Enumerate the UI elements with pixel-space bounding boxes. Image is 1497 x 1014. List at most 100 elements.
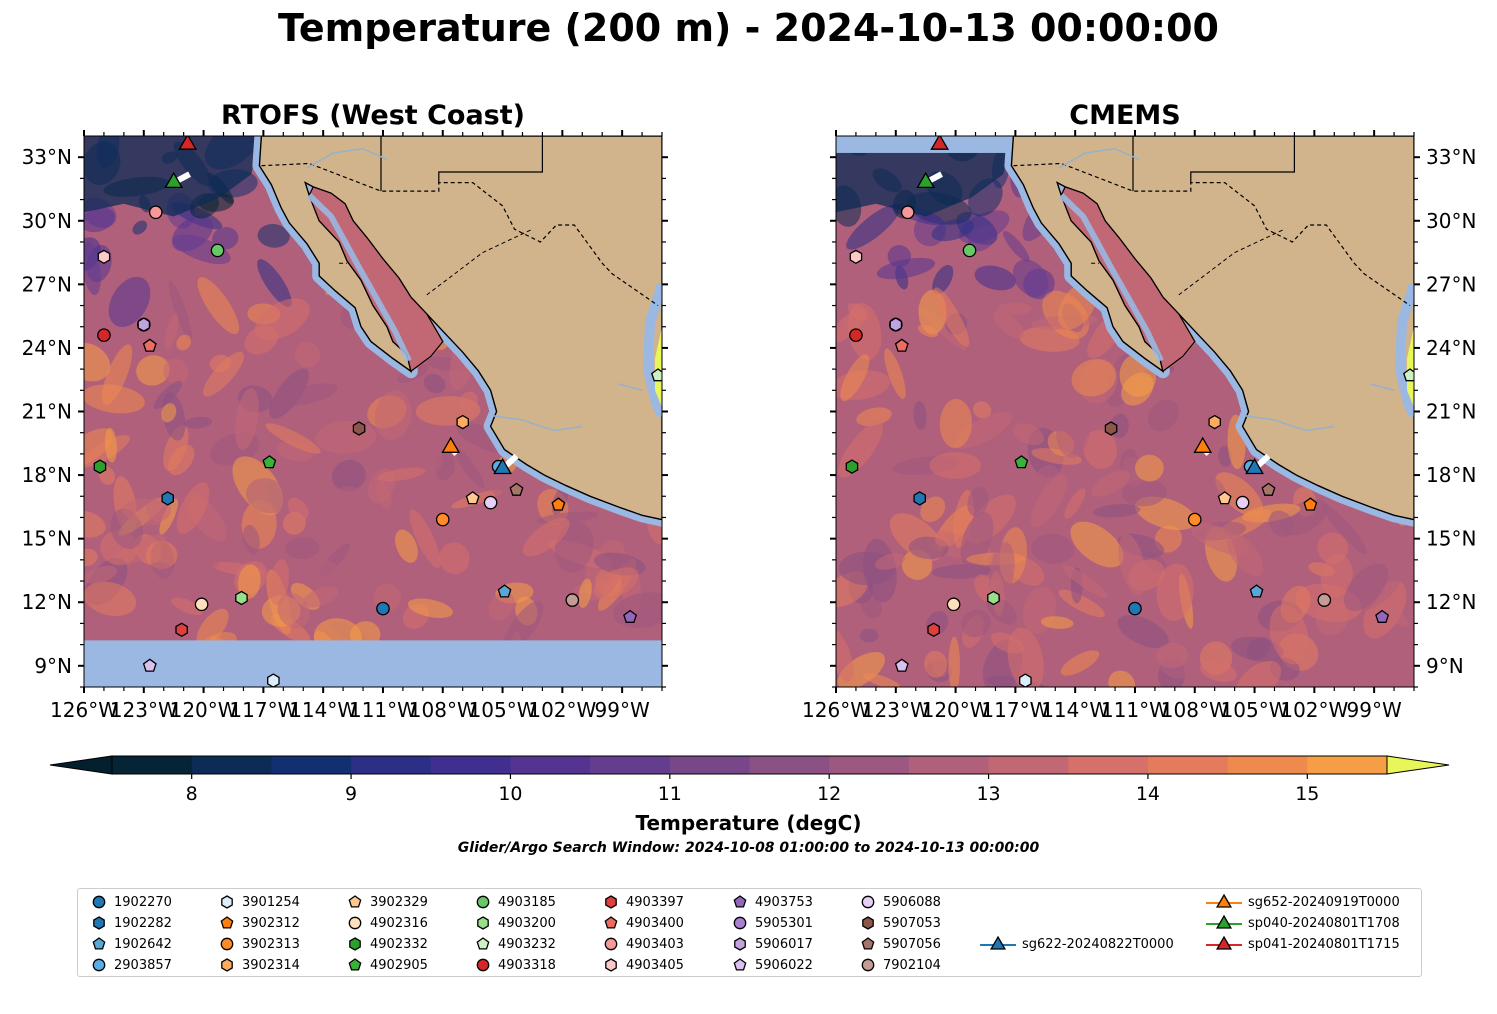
float-marker <box>900 205 915 220</box>
float-marker <box>849 328 863 343</box>
colorbar-tick-label: 10 <box>498 783 523 805</box>
pentagon-marker-icon <box>476 937 490 950</box>
float-marker <box>161 491 174 506</box>
float-marker <box>651 368 662 382</box>
map-rtofs: 126°W123°W120°W117°W114°W111°W108°W105°W… <box>22 130 668 722</box>
float-marker <box>623 609 638 623</box>
colorbar-segment <box>112 756 193 774</box>
float-marker <box>913 491 926 506</box>
glider-marker <box>493 457 512 475</box>
hexagon-marker-icon <box>221 895 233 909</box>
float-marker <box>175 622 188 638</box>
legend-label: 4902332 <box>370 936 428 952</box>
legend-label: 3901254 <box>242 894 300 910</box>
legend-label: 3902312 <box>242 915 300 931</box>
legend-label: 4903400 <box>626 915 684 931</box>
legend-marker <box>477 916 489 930</box>
float-marker <box>1217 491 1232 505</box>
circle-marker-icon <box>733 916 747 930</box>
float-marker <box>1375 609 1390 623</box>
colorbar-under-extend <box>49 755 113 775</box>
legend-item-glider: sp040-20240801T1708 <box>1206 913 1400 933</box>
hexagon-marker-icon <box>93 916 105 930</box>
colorbar-segment <box>908 756 990 774</box>
float-marker <box>194 597 209 612</box>
legend-label: 7902104 <box>883 957 941 973</box>
triangle-marker-icon <box>1206 893 1242 908</box>
pentagon-marker-icon <box>604 916 618 929</box>
lat-tick-label: 24°N <box>22 336 72 360</box>
lon-tick-label: 108°W <box>409 698 477 722</box>
float-marker <box>1019 673 1032 687</box>
colorbar-label: Temperature (degC) <box>635 811 862 835</box>
legend-marker <box>476 895 490 909</box>
float-marker <box>97 249 111 265</box>
lat-tick-label: 15°N <box>1426 527 1476 551</box>
pentagon-marker-icon <box>861 937 875 950</box>
legend-item: 4903403 <box>602 934 684 954</box>
legend-marker <box>92 895 106 909</box>
float-marker <box>497 584 512 598</box>
legend-item: 4903397 <box>602 892 684 912</box>
float-marker <box>456 414 469 430</box>
legend-marker <box>861 895 875 909</box>
legend-item: 4903200 <box>474 913 556 933</box>
float-marker <box>1104 421 1118 436</box>
legend-label: sp040-20240801T1708 <box>1248 915 1400 931</box>
colorbar-segment <box>191 756 272 774</box>
float-marker <box>927 622 940 638</box>
lat-tick-label: 21°N <box>22 400 72 424</box>
circle-marker-icon <box>604 937 618 951</box>
hexagon-marker-icon <box>477 916 489 930</box>
legend-label: sg622-20240822T0000 <box>1022 936 1174 952</box>
legend-glider-marker <box>1215 935 1233 950</box>
colorbar-segment <box>669 756 750 774</box>
lon-tick-label: 117°W <box>981 698 1049 722</box>
float-marker <box>352 421 366 436</box>
lon-tick-label: 117°W <box>229 698 297 722</box>
legend-item: 3902312 <box>218 913 300 933</box>
lon-tick-label: 111°W <box>1101 698 1169 722</box>
legend-marker <box>348 916 362 930</box>
legend-item: 4903232 <box>474 934 556 954</box>
float-marker <box>551 497 566 511</box>
legend-item: 1902270 <box>90 892 172 912</box>
international-border <box>261 162 659 306</box>
legend-marker <box>348 895 362 908</box>
triangle-marker-icon <box>980 935 1016 950</box>
circle-marker-icon <box>348 916 362 930</box>
legend-label: 5906017 <box>755 936 813 952</box>
lat-tick-label: 33°N <box>1426 145 1476 169</box>
panel-title-cmems: CMEMS <box>1069 100 1181 131</box>
hexagon-marker-icon <box>349 937 361 951</box>
lat-tick-label: 27°N <box>1426 272 1476 296</box>
legend-item-glider: sp041-20240801T1715 <box>1206 934 1400 954</box>
legend-item: 4902316 <box>346 913 428 933</box>
float-marker <box>1128 601 1142 616</box>
glider-marker <box>178 136 198 150</box>
hexagon-marker-icon <box>734 937 746 951</box>
legend-marker <box>734 937 746 951</box>
legend-item: 2903857 <box>90 955 172 975</box>
glider-marker <box>1245 457 1264 475</box>
float-marker <box>262 455 277 469</box>
legend-item: 3902313 <box>218 934 300 954</box>
lon-tick-label: 123°W <box>862 698 930 722</box>
circle-marker-icon <box>476 958 490 972</box>
float-marker <box>894 658 909 672</box>
legend-label: 1902270 <box>114 894 172 910</box>
legend-item: 1902282 <box>90 913 172 933</box>
pentagon-marker-icon <box>733 958 747 971</box>
international-border <box>1013 162 1411 306</box>
colorbar-segment <box>351 756 432 774</box>
colorbar-segment <box>590 756 671 774</box>
float-marker <box>235 590 248 606</box>
lon-tick-label: 102°W <box>1280 698 1348 722</box>
legend-item: 5907053 <box>859 913 941 933</box>
colorbar-segment <box>271 756 352 774</box>
legend-label: 5907053 <box>883 915 941 931</box>
colorbar-tick-label: 15 <box>1295 783 1320 805</box>
legend-marker <box>733 958 747 971</box>
circle-marker-icon <box>476 895 490 909</box>
lon-tick-label: 108°W <box>1161 698 1229 722</box>
